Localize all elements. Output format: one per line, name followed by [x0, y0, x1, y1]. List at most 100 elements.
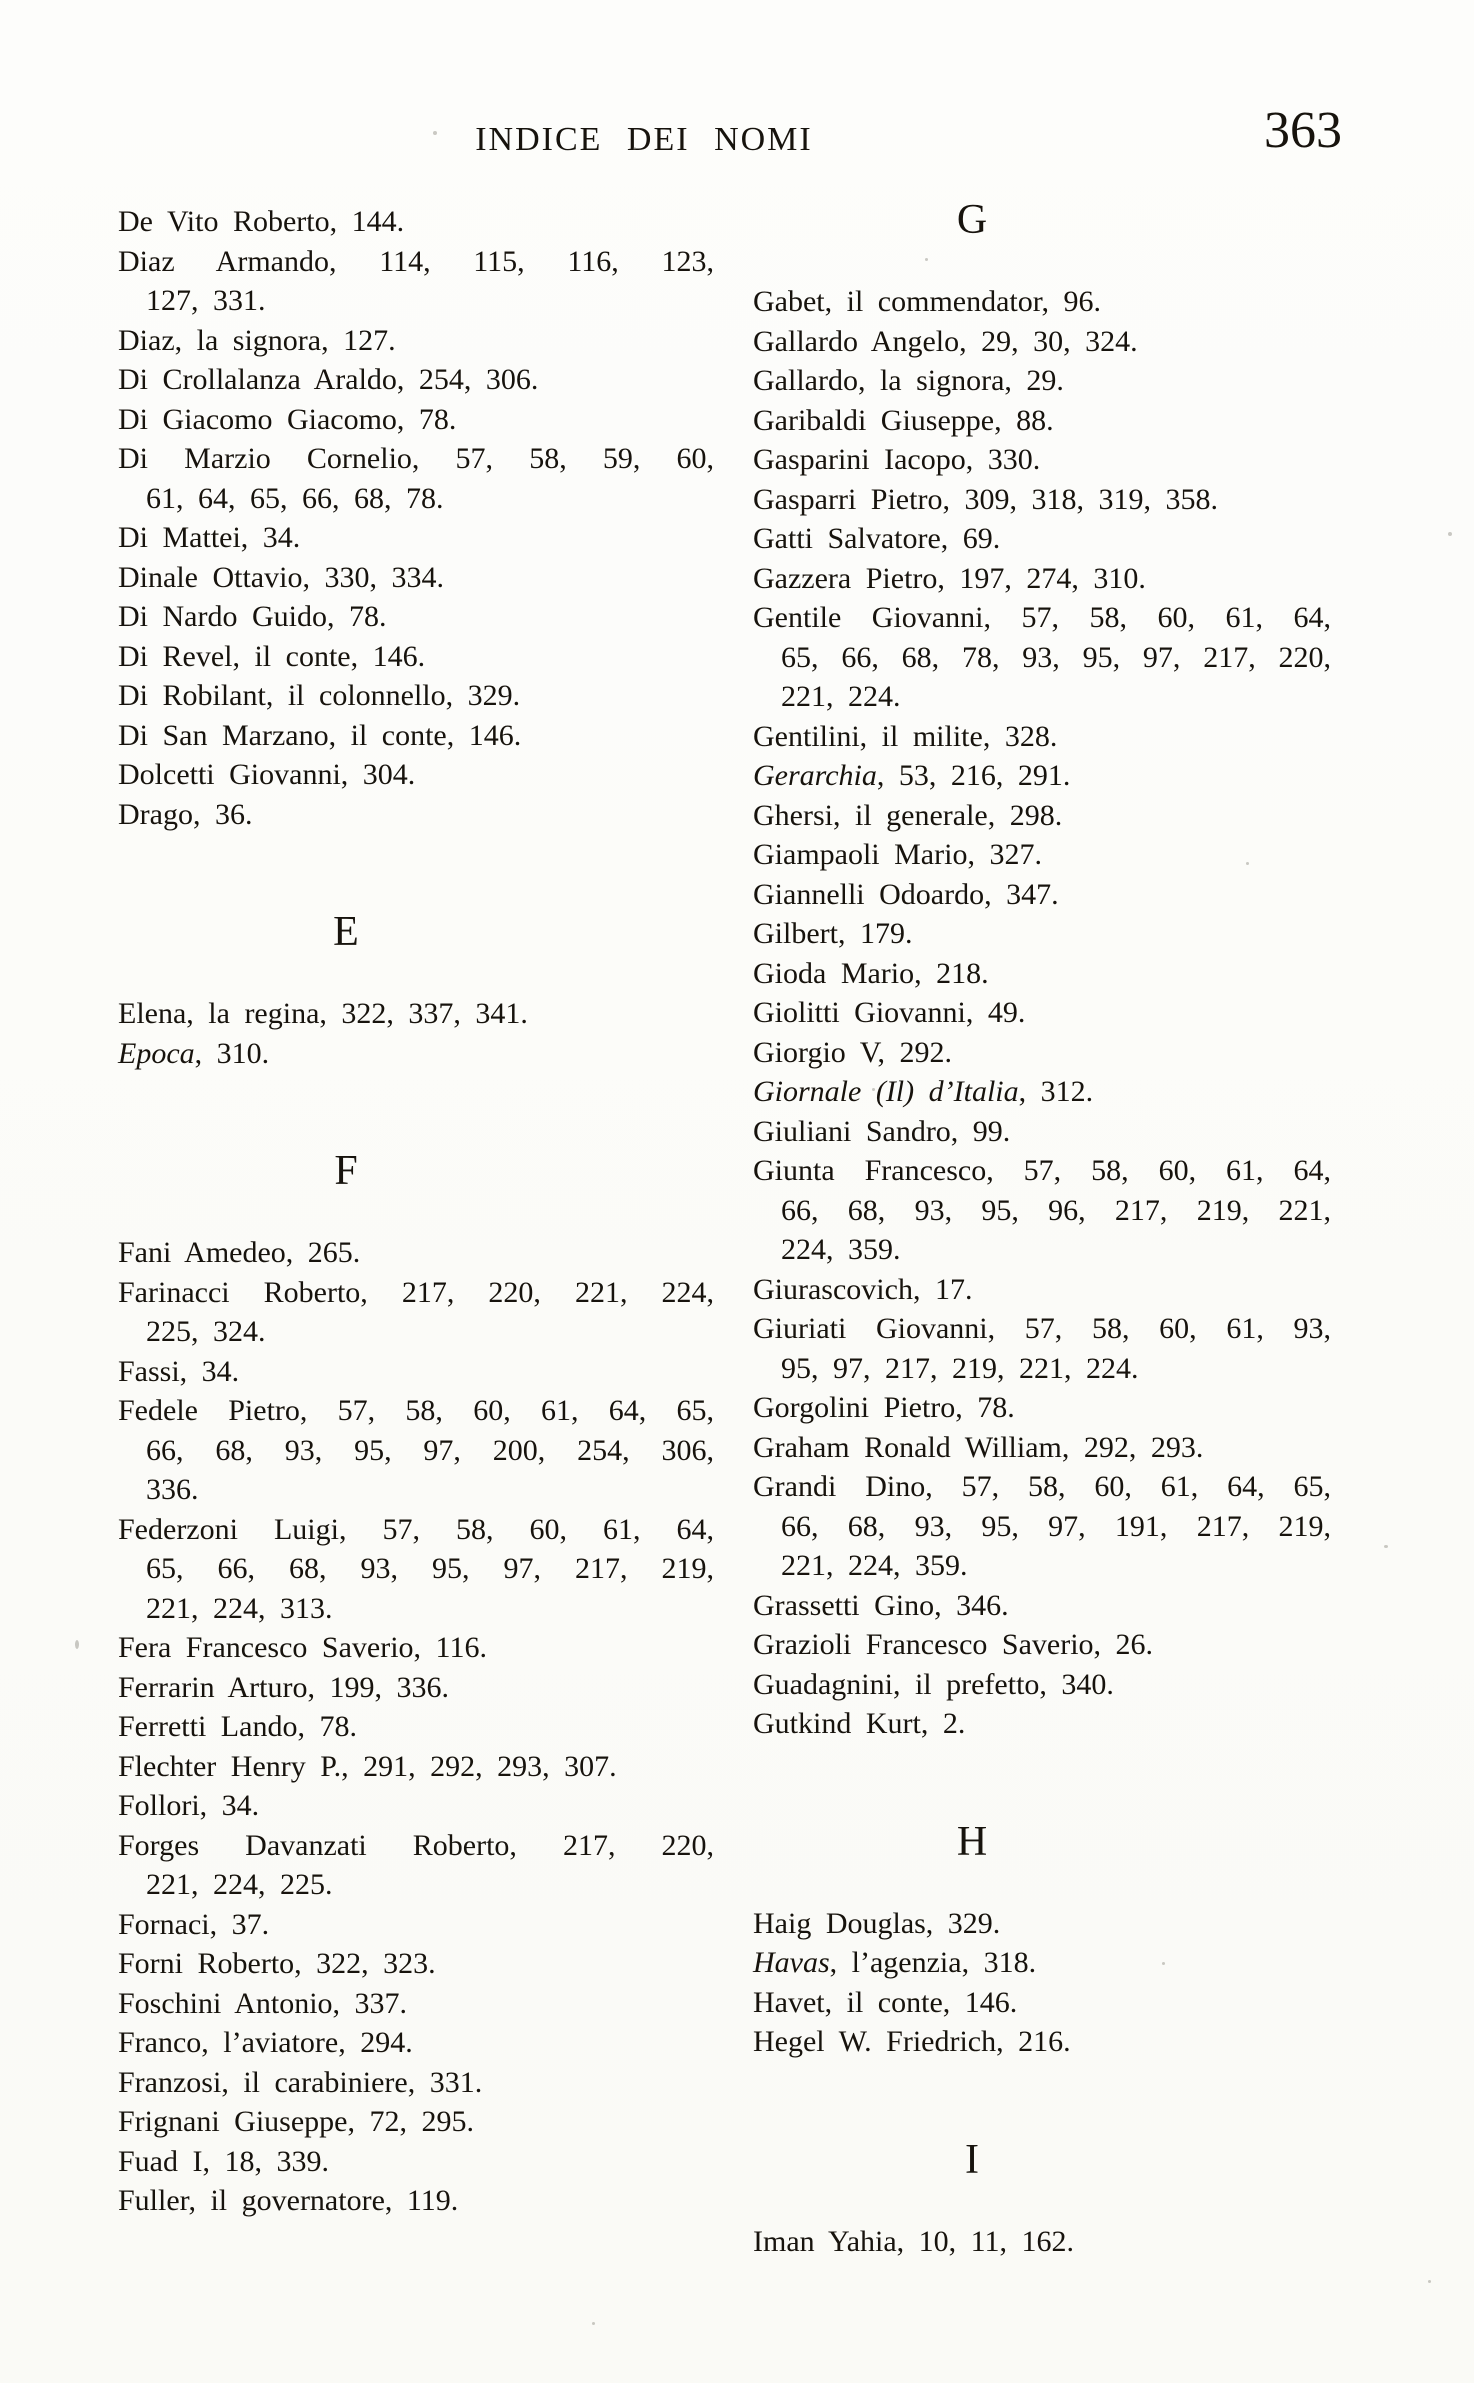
- index-entry-line: 221, 224, 225.: [118, 1865, 714, 1905]
- index-entry-line: Elena, la regina, 322, 337, 341.: [118, 994, 714, 1034]
- entry-text: 221, 224, 225.: [146, 1868, 333, 1901]
- italic-work-title: Gerarchia: [753, 759, 877, 792]
- entry-text: Gatti Salvatore, 69.: [753, 522, 1001, 555]
- entry-text: Gallardo Angelo, 29, 30, 324.: [753, 324, 1138, 358]
- index-entry-line: Giuliani Sandro, 99.: [753, 1112, 1331, 1152]
- entry-text: Flechter Henry P., 291, 292, 293, 307.: [118, 1749, 617, 1783]
- entry-text: Giurascovich, 17.: [753, 1272, 973, 1306]
- entry-text: Di Marzio Cornelio, 57, 58, 59, 60,: [118, 442, 714, 475]
- entry-text: Guadagnini, il prefetto, 340.: [753, 1667, 1114, 1701]
- index-entry-line: Gallardo Angelo, 29, 30, 324.: [753, 322, 1331, 362]
- index-entry-line: Gerarchia, 53, 216, 291.: [753, 756, 1331, 796]
- entry-text: Follori, 34.: [118, 1789, 260, 1822]
- entry-text: , 310.: [194, 1036, 270, 1070]
- entry-text: Di Giacomo Giacomo, 78.: [118, 402, 457, 436]
- index-entry-line: Follori, 34.: [118, 1786, 714, 1826]
- entry-text: Hegel W. Friedrich, 216.: [753, 2025, 1071, 2058]
- index-entry-line: Fuller, il governatore, 119.: [118, 2181, 714, 2221]
- entry-text: Gutkind Kurt, 2.: [753, 1707, 966, 1740]
- index-entry-line: Di Crollalanza Araldo, 254, 306.: [118, 360, 714, 400]
- index-column-right: G Gabet, il commendator, 96. Gallardo Ange…: [753, 196, 1331, 2261]
- scan-speck: [633, 147, 636, 150]
- entry-text: Giuliani Sandro, 99.: [753, 1114, 1011, 1148]
- index-entry-line: De Vito Roberto, 144.: [118, 202, 714, 242]
- index-entry-line: 221, 224, 313.: [118, 1589, 714, 1629]
- entry-text: Forges Davanzati Roberto, 217, 220,: [118, 1828, 714, 1862]
- index-entry-line: Franzosi, il carabiniere, 331.: [118, 2063, 714, 2103]
- entry-text: Fuad I, 18, 339.: [118, 2144, 329, 2178]
- index-entry-line: Di Mattei, 34.: [118, 518, 714, 558]
- index-entry-line: Giorgio V, 292.: [753, 1033, 1331, 1073]
- index-entry-line: Gazzera Pietro, 197, 274, 310.: [753, 559, 1331, 599]
- scan-speck: [925, 258, 928, 261]
- entry-text: Iman Yahia, 10, 11, 162.: [753, 2224, 1075, 2258]
- index-entry-line: Iman Yahia, 10, 11, 162.: [753, 2222, 1331, 2262]
- index-entry-line: Diaz, la signora, 127.: [118, 321, 714, 361]
- entry-text: Franco, l’aviatore, 294.: [118, 2026, 413, 2059]
- entry-text: 224, 359.: [781, 1233, 901, 1266]
- index-entry-line: Gasparri Pietro, 309, 318, 319, 358.: [753, 480, 1331, 520]
- entry-text: De Vito Roberto, 144.: [118, 205, 405, 238]
- entry-text: Di Crollalanza Araldo, 254, 306.: [118, 363, 539, 396]
- page-number: 363: [1264, 102, 1342, 159]
- index-entry-line: Guadagnini, il prefetto, 340.: [753, 1665, 1331, 1705]
- index-entry-line: Gasparini Iacopo, 330.: [753, 440, 1331, 480]
- entry-text: 65, 66, 68, 78, 93, 95, 97, 217, 220,: [781, 640, 1331, 674]
- index-column-left: De Vito Roberto, 144. Diaz Armando, 114, …: [118, 202, 714, 2221]
- index-entry-line: Forni Roberto, 322, 323.: [118, 1944, 714, 1984]
- index-entry-line: Giolitti Giovanni, 49.: [753, 993, 1331, 1033]
- entry-text: Grassetti Gino, 346.: [753, 1588, 1009, 1622]
- entry-text: , 53, 216, 291.: [876, 759, 1071, 792]
- index-entry-line: Giunta Francesco, 57, 58, 60, 61, 64,: [753, 1151, 1331, 1191]
- entry-text: Fornaci, 37.: [118, 1907, 270, 1941]
- entry-text: Diaz Armando, 114, 115, 116, 123,: [118, 244, 714, 278]
- entry-text: Garibaldi Giuseppe, 88.: [753, 403, 1054, 437]
- index-entry-line: Di Giacomo Giacomo, 78.: [118, 400, 714, 440]
- index-entry-line: Grandi Dino, 57, 58, 60, 61, 64, 65,: [753, 1467, 1331, 1507]
- entry-text: Federzoni Luigi, 57, 58, 60, 61, 64,: [118, 1512, 714, 1546]
- index-entry-line: Gatti Salvatore, 69.: [753, 519, 1331, 559]
- scan-speck: [1162, 1962, 1165, 1965]
- entry-text: 66, 68, 93, 95, 97, 191, 217, 219,: [781, 1509, 1331, 1543]
- entry-text: Ghersi, il generale, 298.: [753, 798, 1063, 832]
- index-entry-line: Ferretti Lando, 78.: [118, 1707, 714, 1747]
- entry-text: Fassi, 34.: [118, 1354, 240, 1388]
- entry-text: Elena, la regina, 322, 337, 341.: [118, 997, 528, 1030]
- entry-text: Gilbert, 179.: [753, 917, 913, 950]
- entry-text: Gasparri Pietro, 309, 318, 319, 358.: [753, 482, 1218, 516]
- index-entry-line: Giuriati Giovanni, 57, 58, 60, 61, 93,: [753, 1309, 1331, 1349]
- entry-text: Fani Amedeo, 265.: [118, 1236, 361, 1269]
- index-entry-line: Dolcetti Giovanni, 304.: [118, 755, 714, 795]
- index-entry-line: Garibaldi Giuseppe, 88.: [753, 401, 1331, 441]
- index-entry-line: Gallardo, la signora, 29.: [753, 361, 1331, 401]
- entry-text: Foschini Antonio, 337.: [118, 1986, 408, 2020]
- entry-text: 61, 64, 65, 66, 68, 78.: [146, 481, 444, 515]
- scan-speck: [1384, 1545, 1388, 1548]
- entry-text: Giolitti Giovanni, 49.: [753, 996, 1026, 1029]
- entry-text: Giorgio V, 292.: [753, 1035, 953, 1069]
- index-entry-line: Fedele Pietro, 57, 58, 60, 61, 64, 65,: [118, 1391, 714, 1431]
- entry-text: Fera Francesco Saverio, 116.: [118, 1631, 487, 1664]
- index-entry-line: Dinale Ottavio, 330, 334.: [118, 558, 714, 598]
- scan-speck: [1428, 2280, 1431, 2283]
- index-entry-line: Diaz Armando, 114, 115, 116, 123,: [118, 242, 714, 282]
- section-letter-heading: I: [965, 2136, 979, 2183]
- italic-work-title: Giornale (Il) d’Italia: [753, 1075, 1019, 1108]
- index-entry-line: Fani Amedeo, 265.: [118, 1233, 714, 1273]
- index-entry-line: 66, 68, 93, 95, 97, 200, 254, 306,: [118, 1431, 714, 1471]
- index-entry-line: Forges Davanzati Roberto, 217, 220,: [118, 1826, 714, 1866]
- entry-text: Dolcetti Giovanni, 304.: [118, 758, 416, 791]
- entry-text: 221, 224, 359.: [781, 1549, 968, 1582]
- index-entry-line: Flechter Henry P., 291, 292, 293, 307.: [118, 1747, 714, 1787]
- index-entry-line: 221, 224, 359.: [753, 1546, 1331, 1586]
- index-entry-line: 65, 66, 68, 78, 93, 95, 97, 217, 220,: [753, 638, 1331, 678]
- scan-speck: [1448, 532, 1452, 536]
- scan-speck: [592, 2322, 595, 2325]
- entry-text: Dinale Ottavio, 330, 334.: [118, 560, 444, 594]
- entry-text: Fuller, il governatore, 119.: [118, 2184, 459, 2217]
- entry-text: Di Robilant, il colonnello, 329.: [118, 679, 521, 712]
- section-letter-heading: H: [956, 1818, 988, 1865]
- index-entry-line: Gentile Giovanni, 57, 58, 60, 61, 64,: [753, 598, 1331, 638]
- index-entry-line: Franco, l’aviatore, 294.: [118, 2023, 714, 2063]
- entry-text: Franzosi, il carabiniere, 331.: [118, 2065, 483, 2099]
